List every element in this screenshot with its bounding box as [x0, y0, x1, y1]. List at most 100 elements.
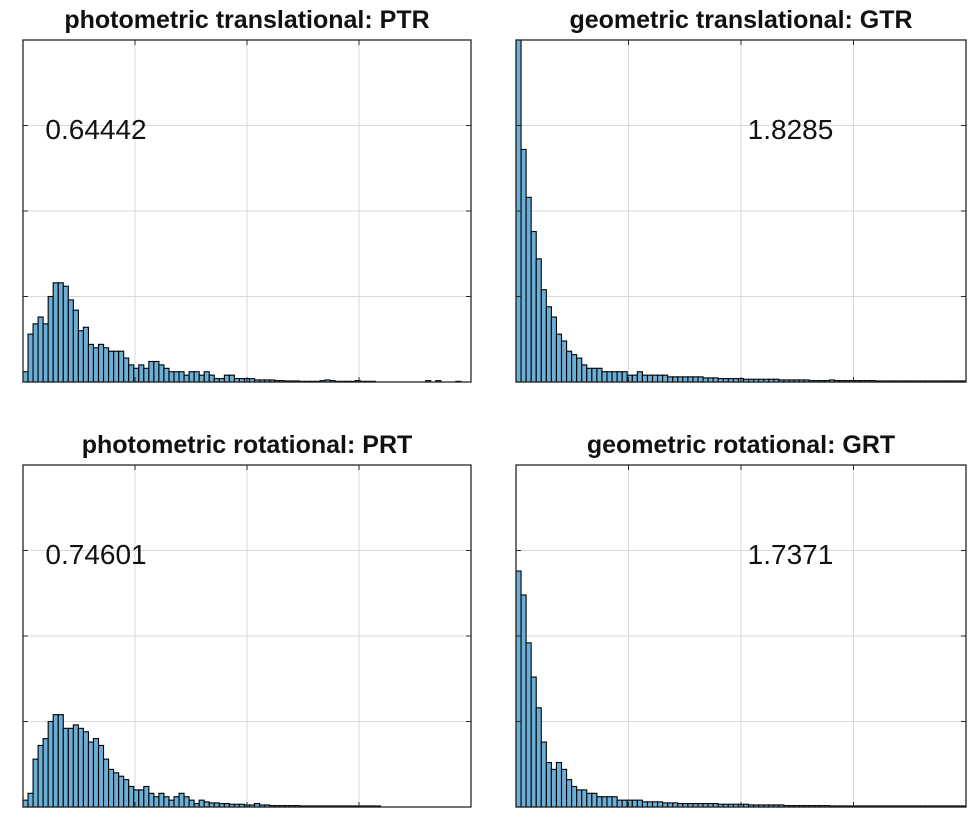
- histogram-bar: [198, 799, 205, 808]
- histogram-bar: [42, 738, 49, 808]
- ticks: [516, 465, 966, 807]
- histogram-bar: [188, 371, 195, 383]
- histogram-bar: [108, 350, 115, 383]
- histogram-bar: [153, 360, 160, 383]
- histogram-bar: [520, 148, 527, 383]
- histogram-bar: [586, 792, 593, 808]
- histogram-bar: [636, 371, 643, 383]
- histogram-bar: [611, 371, 618, 383]
- histogram-bar: [208, 374, 215, 383]
- histogram-bar: [123, 357, 130, 383]
- histogram-bar: [203, 371, 210, 383]
- histogram-bar: [601, 796, 608, 808]
- histogram-bar: [163, 367, 170, 383]
- histogram-bar: [581, 364, 588, 383]
- histogram-bar: [616, 371, 623, 383]
- histogram-bar: [57, 282, 64, 383]
- histogram-bar: [102, 347, 110, 383]
- histogram-bar: [631, 374, 638, 383]
- histogram-bar: [601, 371, 608, 383]
- histogram-bar: [203, 801, 210, 808]
- histogram-bar: [77, 727, 84, 808]
- histogram-bar: [581, 789, 588, 808]
- histogram-bar: [560, 768, 568, 808]
- histogram-bar: [692, 376, 699, 383]
- histogram-bar: [148, 792, 155, 808]
- histogram-bar: [178, 792, 185, 808]
- histogram-bar: [641, 801, 649, 808]
- histogram-bar: [62, 285, 69, 383]
- histogram-bar: [651, 374, 659, 383]
- histogram-bar: [97, 744, 105, 808]
- histogram-bar: [555, 761, 563, 808]
- histogram-bar: [168, 799, 175, 808]
- histogram-bar: [646, 374, 654, 383]
- histogram-bar: [158, 792, 165, 808]
- histogram-bar: [566, 350, 573, 383]
- histogram-bar: [133, 789, 140, 808]
- histogram-bar: [128, 364, 135, 383]
- chart-title: geometric rotational: GRT: [586, 431, 896, 459]
- histogram-bar: [550, 768, 557, 808]
- histogram-bar: [540, 289, 547, 383]
- histogram-bar: [158, 364, 165, 383]
- histogram-bar: [576, 789, 583, 808]
- histogram-bar: [667, 376, 674, 383]
- histogram-bar: [72, 724, 79, 808]
- histogram-bar: [193, 371, 200, 383]
- chart-title: photometric rotational: PRT: [81, 431, 413, 459]
- histogram-bar: [22, 371, 29, 383]
- histogram-bar: [535, 707, 542, 808]
- histogram-bar: [198, 374, 205, 383]
- histogram-bar: [92, 738, 100, 808]
- histogram-bar: [143, 367, 150, 383]
- histogram-prt: 0.74601: [22, 464, 472, 808]
- histogram-bar: [560, 340, 568, 383]
- histogram-bar: [223, 374, 230, 383]
- histogram-bar: [77, 330, 84, 383]
- histogram-bar: [153, 796, 160, 808]
- grid: [23, 40, 471, 382]
- histogram-bar: [72, 309, 79, 383]
- histogram-bar: [102, 758, 110, 808]
- histogram-bar: [37, 744, 44, 808]
- histogram-bar: [662, 374, 669, 383]
- histogram-bar: [143, 785, 150, 808]
- histogram-bar: [515, 570, 522, 808]
- histogram-bar: [631, 799, 638, 808]
- histogram-bar: [178, 371, 185, 383]
- histogram-bar: [621, 799, 628, 808]
- histogram-bar: [67, 299, 74, 383]
- histogram-bar: [118, 350, 125, 383]
- histogram-ptr: 0.64442: [22, 39, 472, 383]
- histogram-bar: [555, 333, 563, 383]
- histogram-bar: [87, 741, 95, 808]
- histogram-gtr: 1.8285: [515, 39, 967, 383]
- histogram-bar: [113, 772, 120, 808]
- histogram-bar: [92, 347, 100, 383]
- chart-title: photometric translational: PTR: [64, 6, 430, 34]
- bars: [22, 714, 381, 808]
- histogram-bar: [47, 720, 54, 808]
- histogram-bar: [571, 354, 578, 383]
- histogram-bar: [67, 727, 74, 808]
- histogram-bar: [616, 799, 623, 808]
- histogram-bar: [27, 792, 34, 808]
- histogram-bar: [123, 779, 130, 808]
- histogram-bar: [52, 282, 59, 383]
- histogram-bar: [626, 799, 633, 808]
- grid: [516, 40, 966, 382]
- histogram-bar: [591, 367, 598, 383]
- histogram-bar: [571, 785, 578, 808]
- histogram-bar: [525, 642, 532, 808]
- ticks: [23, 465, 471, 807]
- histogram-bar: [621, 371, 628, 383]
- histogram-bar: [596, 367, 603, 383]
- histogram-bar: [52, 714, 59, 808]
- histogram-bar: [138, 364, 145, 383]
- histogram-bar: [596, 796, 603, 808]
- histogram-bar: [37, 316, 44, 383]
- histogram-bar: [97, 343, 105, 383]
- histogram-bar: [636, 799, 643, 808]
- histogram-bar: [591, 792, 598, 808]
